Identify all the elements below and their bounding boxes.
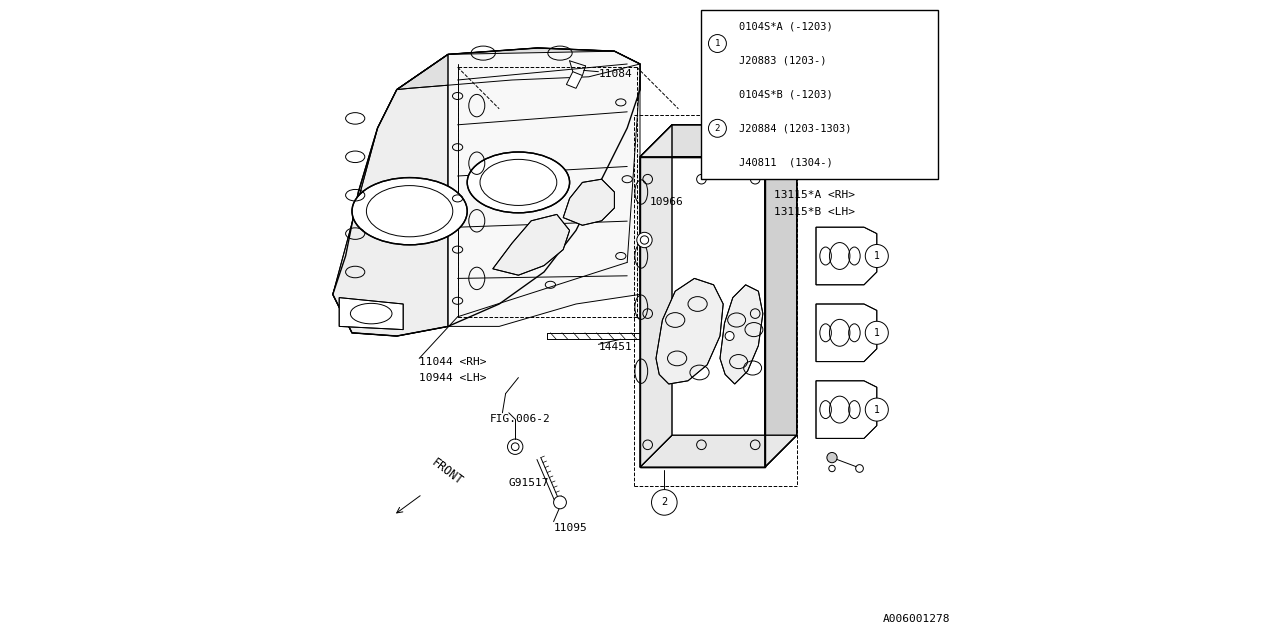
- Bar: [701, 10, 937, 179]
- Circle shape: [865, 244, 888, 268]
- Text: 14451: 14451: [599, 342, 632, 352]
- Text: J20883 (1203-): J20883 (1203-): [740, 56, 827, 65]
- Polygon shape: [640, 157, 765, 467]
- Text: 1: 1: [714, 39, 721, 48]
- Circle shape: [865, 321, 888, 344]
- Text: 2: 2: [662, 497, 667, 508]
- Polygon shape: [817, 381, 877, 438]
- Text: 0104S*A (-1203): 0104S*A (-1203): [740, 22, 833, 31]
- Polygon shape: [448, 51, 640, 326]
- Polygon shape: [657, 278, 723, 384]
- Text: 1: 1: [874, 404, 879, 415]
- Ellipse shape: [827, 452, 837, 463]
- Polygon shape: [817, 304, 877, 362]
- Text: 1: 1: [874, 251, 879, 261]
- Text: FRONT: FRONT: [429, 456, 465, 488]
- Text: G91517: G91517: [508, 478, 549, 488]
- Text: 0104S*B (-1203): 0104S*B (-1203): [740, 90, 833, 99]
- Polygon shape: [566, 72, 582, 88]
- Text: 2: 2: [714, 124, 721, 133]
- Text: 11044 <RH>: 11044 <RH>: [420, 356, 486, 367]
- Text: FIG.006-2: FIG.006-2: [490, 414, 550, 424]
- Polygon shape: [333, 48, 640, 336]
- Polygon shape: [817, 227, 877, 285]
- Polygon shape: [640, 435, 796, 467]
- Ellipse shape: [637, 232, 652, 248]
- Ellipse shape: [724, 332, 735, 340]
- Ellipse shape: [352, 177, 467, 245]
- Ellipse shape: [554, 496, 566, 509]
- Circle shape: [652, 490, 677, 515]
- Text: 1: 1: [874, 328, 879, 338]
- Polygon shape: [640, 125, 796, 157]
- Text: J40811  (1304-): J40811 (1304-): [740, 157, 833, 167]
- Text: J20884 (1203-1303): J20884 (1203-1303): [740, 124, 851, 133]
- Text: 13115*A <RH>: 13115*A <RH>: [774, 190, 855, 200]
- Ellipse shape: [467, 152, 570, 212]
- Text: A006001278: A006001278: [883, 614, 950, 624]
- Text: 11095: 11095: [554, 523, 588, 533]
- Polygon shape: [339, 298, 403, 330]
- Circle shape: [709, 35, 727, 52]
- Circle shape: [865, 398, 888, 421]
- Polygon shape: [397, 48, 640, 90]
- Text: 11084: 11084: [599, 68, 632, 79]
- Text: 13115*B <LH>: 13115*B <LH>: [774, 207, 855, 218]
- Circle shape: [709, 120, 727, 138]
- Polygon shape: [719, 285, 763, 384]
- Polygon shape: [493, 214, 570, 275]
- Text: 10966: 10966: [650, 196, 684, 207]
- Polygon shape: [765, 125, 796, 467]
- Text: 10944 <LH>: 10944 <LH>: [420, 372, 486, 383]
- Polygon shape: [333, 54, 448, 336]
- Polygon shape: [563, 179, 614, 225]
- Ellipse shape: [855, 465, 864, 472]
- Polygon shape: [640, 125, 672, 467]
